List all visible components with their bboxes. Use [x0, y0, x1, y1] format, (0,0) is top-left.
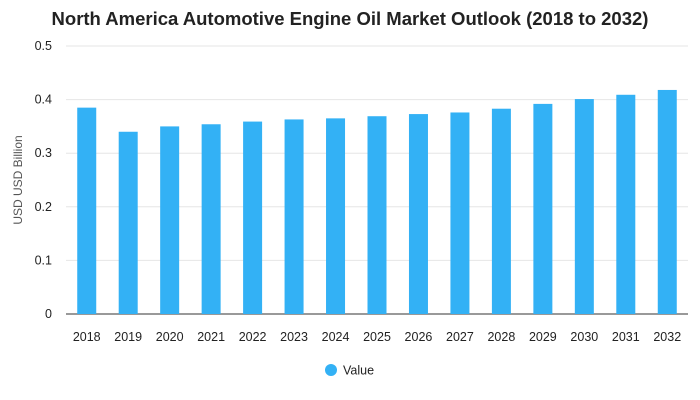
y-tick-label: 0.4	[35, 93, 52, 107]
bar-2021	[201, 124, 221, 314]
x-tick-label: 2026	[405, 330, 433, 344]
bar-2027	[450, 112, 470, 315]
y-tick-label: 0.1	[35, 253, 52, 267]
legend-label: Value	[343, 364, 374, 378]
bar-2023	[284, 119, 304, 314]
y-tick-label: 0.3	[35, 146, 52, 160]
x-tick-label: 2021	[197, 330, 225, 344]
bar-2019	[118, 131, 138, 314]
bar-2018	[77, 107, 97, 314]
x-tick-label: 2019	[114, 330, 142, 344]
x-tick-label: 2018	[73, 330, 101, 344]
y-tick-label: 0.5	[35, 39, 52, 53]
bar-2025	[367, 116, 387, 314]
bar-2031	[616, 94, 636, 314]
x-tick-label: 2032	[653, 330, 681, 344]
bar-2032	[657, 89, 677, 315]
bar-2029	[533, 103, 553, 314]
bar-2022	[243, 121, 263, 315]
y-tick-label: 0.2	[35, 200, 52, 214]
x-tick-label: 2025	[363, 330, 391, 344]
x-tick-label: 2023	[280, 330, 308, 344]
bar-2026	[408, 114, 428, 315]
chart-title: North America Automotive Engine Oil Mark…	[51, 8, 649, 29]
x-tick-label: 2031	[612, 330, 640, 344]
x-tick-label: 2027	[446, 330, 474, 344]
bar-2028	[491, 108, 511, 314]
x-tick-label: 2020	[156, 330, 184, 344]
bar-2030	[574, 99, 594, 315]
x-tick-label: 2024	[322, 330, 350, 344]
x-tick-label: 2022	[239, 330, 267, 344]
y-tick-label: 0	[45, 307, 52, 321]
x-tick-label: 2028	[487, 330, 515, 344]
y-axis-title: USD USD Billion	[11, 135, 25, 224]
x-tick-label: 2030	[570, 330, 598, 344]
bar-2020	[160, 126, 180, 315]
legend-marker	[325, 364, 337, 376]
bar-2024	[326, 118, 346, 314]
x-tick-label: 2029	[529, 330, 557, 344]
